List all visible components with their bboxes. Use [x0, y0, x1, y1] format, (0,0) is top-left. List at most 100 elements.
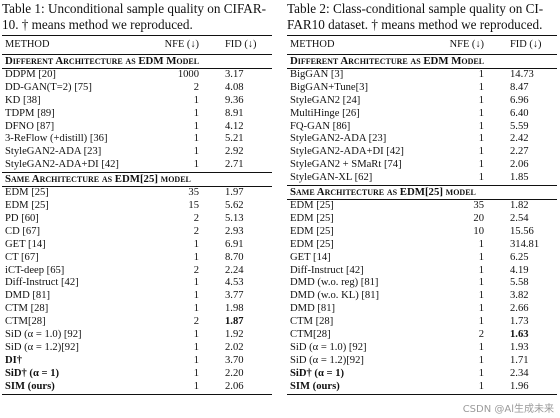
cell-fid: 1.63	[510, 329, 529, 341]
cell-nfe: 1	[478, 341, 484, 353]
table1-section1-title: Different Architecture as EDM Model	[2, 54, 272, 69]
cell-nfe: 1	[193, 354, 199, 366]
table1-header-method: METHOD	[2, 35, 152, 55]
table2-caption: Table 2: Class-conditional sample qualit…	[287, 1, 544, 32]
cell-fid: 14.73	[498, 67, 557, 82]
cell-nfe: 35	[437, 198, 498, 213]
cell-nfe: 1	[478, 316, 484, 328]
cell-nfe: 1	[193, 94, 199, 106]
cell-nfe: 1000	[152, 67, 213, 82]
cell-nfe: 20	[473, 212, 484, 224]
cell-fid: 5.58	[510, 277, 529, 289]
table1-section2-body: EDM [25] 35 1.97 EDM [25] 15 5.62 PD [60] 2 5.13…	[2, 186, 272, 395]
table1-section2-row: Same Architecture as EDM[25] model	[2, 172, 272, 187]
cell-fid: 1.93	[510, 341, 529, 353]
cell-fid: 1.87	[225, 316, 244, 328]
cell-nfe: 1	[478, 172, 484, 184]
cell-fid: 3.77	[225, 290, 244, 302]
cell-fid: 2.54	[510, 212, 529, 224]
cell-nfe: 1	[478, 146, 484, 158]
cell-method: SiD (α = 1.2)[92]	[290, 354, 364, 366]
table-row: CTM[28] 2 1.87	[2, 316, 272, 329]
cell-nfe: 1	[193, 146, 199, 158]
table-row: StyleGAN2 + SMaRt [74] 1 2.06	[287, 159, 557, 172]
table-row: EDM [25] 1 314.81	[287, 239, 557, 252]
cell-method: BigGAN+Tune[3]	[290, 81, 368, 93]
table-row: SIM (ours) 1 2.06	[2, 380, 272, 395]
table1: METHOD NFE (↓) FID (↓) Different Archite…	[2, 35, 272, 395]
cell-nfe: 1	[437, 67, 498, 82]
cell-method: SIM (ours)	[2, 380, 152, 395]
cell-method: BigGAN [3]	[287, 67, 437, 82]
table-row: SiD† (α = 1) 1 2.34	[287, 368, 557, 381]
table-row: DMD [81] 1 2.66	[287, 303, 557, 316]
cell-fid: 2.93	[225, 225, 244, 237]
table-row: DD-GAN(T=2) [75] 2 4.08	[2, 82, 272, 95]
cell-method: StyleGAN-XL [62]	[290, 172, 373, 184]
cell-fid: 2.71	[225, 159, 244, 171]
cell-method: DMD (w.o. KL) [81]	[290, 290, 380, 302]
table-row: iCT-deep [65] 2 2.24	[2, 265, 272, 278]
cell-fid: 3.70	[225, 354, 244, 366]
cell-method: StyleGAN2-ADA+DI [42]	[290, 146, 404, 158]
cell-method: DDPM [20]	[2, 67, 152, 82]
cell-nfe: 1	[193, 238, 199, 250]
table-row: MultiHinge [26] 1 6.40	[287, 108, 557, 121]
cell-fid: 1.82	[498, 198, 557, 213]
cell-nfe: 10	[473, 225, 484, 237]
cell-method: DD-GAN(T=2) [75]	[5, 81, 92, 93]
table2-section1-title: Different Architecture as EDM Model	[287, 54, 557, 69]
table-row: CD [67] 2 2.93	[2, 226, 272, 239]
cell-fid: 15.56	[510, 225, 534, 237]
cell-nfe: 2	[478, 329, 484, 341]
cell-method: MultiHinge [26]	[290, 107, 360, 119]
cell-fid: 1.98	[225, 303, 244, 315]
cell-nfe: 1	[193, 329, 199, 341]
table2-section2-row: Same Architecture as EDM[25] model	[287, 185, 557, 200]
cell-method: GET [14]	[290, 251, 331, 263]
table-row: SiD (α = 1.2)[92] 1 2.02	[2, 342, 272, 355]
cell-fid: 6.96	[510, 94, 529, 106]
cell-nfe: 15	[188, 199, 199, 211]
cell-method: EDM [25]	[290, 212, 334, 224]
table-row: CTM[28] 2 1.63	[287, 329, 557, 342]
cell-nfe: 1	[478, 94, 484, 106]
cell-nfe: 1	[193, 251, 199, 263]
cell-method: 3-ReFlow (+distill) [36]	[5, 133, 108, 145]
table1-header-row: METHOD NFE (↓) FID (↓)	[2, 35, 272, 55]
table-row: StyleGAN-XL [62] 1 1.85	[287, 172, 557, 185]
table2-section2-title: Same Architecture as EDM[25] model	[287, 185, 557, 200]
table-row: SiD (α = 1.0) [92] 1 1.93	[287, 342, 557, 355]
table-row: CTM [28] 1 1.73	[287, 316, 557, 329]
cell-nfe: 1	[478, 120, 484, 132]
cell-fid: 4.12	[225, 120, 244, 132]
cell-nfe: 1	[478, 303, 484, 315]
cell-fid: 2.34	[510, 367, 529, 379]
table1-section2-title: Same Architecture as EDM[25] model	[2, 172, 272, 187]
table-row: KD [38] 1 9.36	[2, 95, 272, 108]
cell-fid: 314.81	[510, 238, 540, 250]
cell-fid: 1.96	[498, 380, 557, 395]
table2-header-nfe: NFE (↓)	[437, 35, 498, 55]
cell-nfe: 1	[478, 251, 484, 263]
cell-fid: 2.06	[213, 380, 272, 395]
table-row: EDM [25] 15 5.62	[2, 200, 272, 213]
cell-method: CT [67]	[5, 251, 39, 263]
cell-method: StyleGAN2 [24]	[290, 94, 361, 106]
cell-method: SiD† (α = 1)	[5, 367, 60, 379]
cell-fid: 9.36	[225, 94, 244, 106]
table-row: DMD (w.o. reg) [81] 1 5.58	[287, 277, 557, 290]
table-row: DMD (w.o. KL) [81] 1 3.82	[287, 290, 557, 303]
table2: METHOD NFE (↓) FID (↓) Different Archite…	[287, 35, 557, 395]
table2-header-fid: FID (↓)	[498, 35, 557, 55]
cell-fid: 2.24	[225, 264, 244, 276]
cell-method: SiD† (α = 1)	[290, 367, 345, 379]
cell-nfe: 1	[193, 107, 199, 119]
cell-method: DFNO [87]	[5, 120, 55, 132]
cell-fid: 3.17	[213, 67, 272, 82]
cell-fid: 1.73	[510, 316, 529, 328]
cell-method: Diff-Instruct [42]	[290, 264, 364, 276]
table1-section1-row: Different Architecture as EDM Model	[2, 54, 272, 69]
cell-nfe: 1	[478, 159, 484, 171]
cell-method: EDM [25]	[290, 238, 334, 250]
